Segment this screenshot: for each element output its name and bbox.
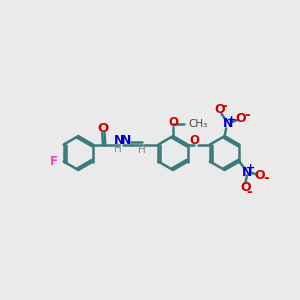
Text: N: N (223, 117, 233, 130)
Text: -: - (246, 185, 252, 199)
Text: O: O (215, 103, 225, 116)
Text: N: N (114, 134, 124, 147)
Text: F: F (50, 155, 58, 168)
Text: N: N (242, 166, 252, 179)
Text: +: + (227, 115, 236, 125)
Text: H: H (115, 144, 122, 154)
Text: -: - (244, 107, 250, 122)
Text: O: O (97, 122, 109, 135)
Text: O: O (190, 134, 200, 147)
Text: O: O (168, 116, 178, 129)
Text: H: H (138, 145, 146, 155)
Text: -: - (221, 99, 227, 113)
Text: -: - (263, 172, 269, 185)
Text: N: N (121, 134, 131, 147)
Text: CH₃: CH₃ (188, 119, 208, 129)
Text: O: O (236, 112, 246, 125)
Text: +: + (246, 164, 255, 173)
Text: O: O (240, 181, 251, 194)
Text: O: O (255, 169, 266, 182)
